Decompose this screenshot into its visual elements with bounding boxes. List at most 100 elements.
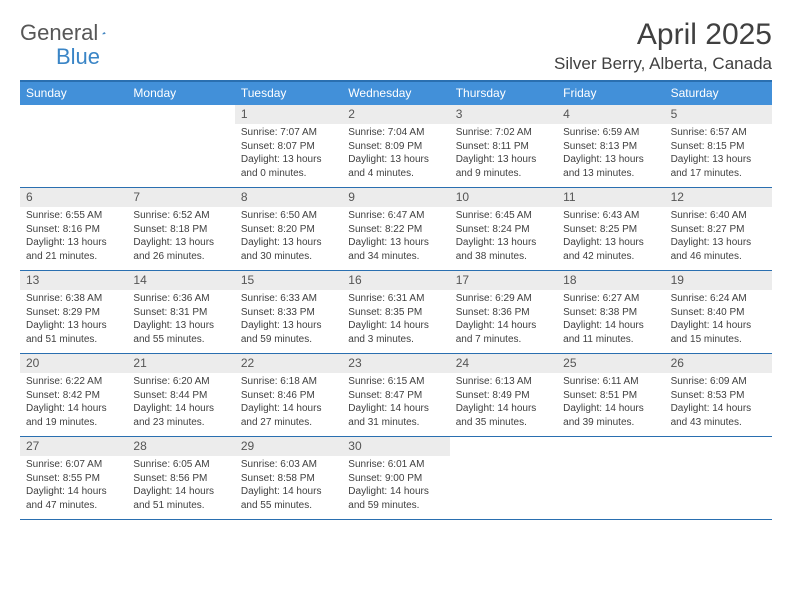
sunset-line: Sunset: 8:33 PM — [241, 306, 336, 320]
sunset-line: Sunset: 8:11 PM — [456, 140, 551, 154]
day-body: Sunrise: 7:02 AMSunset: 8:11 PMDaylight:… — [450, 124, 557, 184]
day-number: 24 — [450, 354, 557, 373]
sunset-line: Sunset: 8:53 PM — [671, 389, 766, 403]
day-cell: 23Sunrise: 6:15 AMSunset: 8:47 PMDayligh… — [342, 354, 449, 436]
daylight-line: Daylight: 13 hours and 30 minutes. — [241, 236, 336, 263]
day-number: 15 — [235, 271, 342, 290]
day-cell: 4Sunrise: 6:59 AMSunset: 8:13 PMDaylight… — [557, 105, 664, 187]
daylight-line: Daylight: 14 hours and 23 minutes. — [133, 402, 228, 429]
day-body: Sunrise: 6:43 AMSunset: 8:25 PMDaylight:… — [557, 207, 664, 267]
sunrise-line: Sunrise: 6:22 AM — [26, 375, 121, 389]
sunset-line: Sunset: 8:35 PM — [348, 306, 443, 320]
sunset-line: Sunset: 9:00 PM — [348, 472, 443, 486]
sunset-line: Sunset: 8:44 PM — [133, 389, 228, 403]
sunset-line: Sunset: 8:46 PM — [241, 389, 336, 403]
day-cell: 20Sunrise: 6:22 AMSunset: 8:42 PMDayligh… — [20, 354, 127, 436]
day-number: 23 — [342, 354, 449, 373]
sunrise-line: Sunrise: 7:07 AM — [241, 126, 336, 140]
sunrise-line: Sunrise: 6:52 AM — [133, 209, 228, 223]
day-cell: 28Sunrise: 6:05 AMSunset: 8:56 PMDayligh… — [127, 437, 234, 519]
day-body: Sunrise: 6:45 AMSunset: 8:24 PMDaylight:… — [450, 207, 557, 267]
day-number: 13 — [20, 271, 127, 290]
daylight-line: Daylight: 13 hours and 17 minutes. — [671, 153, 766, 180]
day-body: Sunrise: 6:52 AMSunset: 8:18 PMDaylight:… — [127, 207, 234, 267]
day-cell: 2Sunrise: 7:04 AMSunset: 8:09 PMDaylight… — [342, 105, 449, 187]
day-number: 17 — [450, 271, 557, 290]
sunrise-line: Sunrise: 6:01 AM — [348, 458, 443, 472]
dow-cell: Monday — [127, 82, 234, 105]
day-number: 29 — [235, 437, 342, 456]
sunset-line: Sunset: 8:36 PM — [456, 306, 551, 320]
header: General April 2025 Silver Berry, Alberta… — [20, 18, 772, 74]
day-cell: 13Sunrise: 6:38 AMSunset: 8:29 PMDayligh… — [20, 271, 127, 353]
daylight-line: Daylight: 13 hours and 21 minutes. — [26, 236, 121, 263]
daylight-line: Daylight: 13 hours and 34 minutes. — [348, 236, 443, 263]
day-body: Sunrise: 6:20 AMSunset: 8:44 PMDaylight:… — [127, 373, 234, 433]
day-number: 26 — [665, 354, 772, 373]
daylight-line: Daylight: 14 hours and 51 minutes. — [133, 485, 228, 512]
day-number: 2 — [342, 105, 449, 124]
day-cell: 16Sunrise: 6:31 AMSunset: 8:35 PMDayligh… — [342, 271, 449, 353]
day-cell: 15Sunrise: 6:33 AMSunset: 8:33 PMDayligh… — [235, 271, 342, 353]
sunrise-line: Sunrise: 6:36 AM — [133, 292, 228, 306]
sunrise-line: Sunrise: 6:05 AM — [133, 458, 228, 472]
day-cell: 30Sunrise: 6:01 AMSunset: 9:00 PMDayligh… — [342, 437, 449, 519]
sunset-line: Sunset: 8:07 PM — [241, 140, 336, 154]
daylight-line: Daylight: 14 hours and 35 minutes. — [456, 402, 551, 429]
day-cell: 7Sunrise: 6:52 AMSunset: 8:18 PMDaylight… — [127, 188, 234, 270]
day-number: 10 — [450, 188, 557, 207]
day-of-week-header: SundayMondayTuesdayWednesdayThursdayFrid… — [20, 82, 772, 105]
day-body: Sunrise: 6:09 AMSunset: 8:53 PMDaylight:… — [665, 373, 772, 433]
dow-cell: Tuesday — [235, 82, 342, 105]
sunset-line: Sunset: 8:31 PM — [133, 306, 228, 320]
day-cell — [557, 437, 664, 519]
daylight-line: Daylight: 13 hours and 59 minutes. — [241, 319, 336, 346]
sunrise-line: Sunrise: 6:27 AM — [563, 292, 658, 306]
day-cell — [665, 437, 772, 519]
sunrise-line: Sunrise: 6:03 AM — [241, 458, 336, 472]
daylight-line: Daylight: 13 hours and 55 minutes. — [133, 319, 228, 346]
day-body: Sunrise: 6:59 AMSunset: 8:13 PMDaylight:… — [557, 124, 664, 184]
day-number: 7 — [127, 188, 234, 207]
day-number: 30 — [342, 437, 449, 456]
daylight-line: Daylight: 14 hours and 47 minutes. — [26, 485, 121, 512]
sunrise-line: Sunrise: 6:29 AM — [456, 292, 551, 306]
daylight-line: Daylight: 13 hours and 4 minutes. — [348, 153, 443, 180]
day-body: Sunrise: 6:50 AMSunset: 8:20 PMDaylight:… — [235, 207, 342, 267]
sunset-line: Sunset: 8:13 PM — [563, 140, 658, 154]
title-block: April 2025 Silver Berry, Alberta, Canada — [554, 18, 772, 74]
day-cell: 19Sunrise: 6:24 AMSunset: 8:40 PMDayligh… — [665, 271, 772, 353]
day-body: Sunrise: 6:24 AMSunset: 8:40 PMDaylight:… — [665, 290, 772, 350]
daylight-line: Daylight: 13 hours and 51 minutes. — [26, 319, 121, 346]
daylight-line: Daylight: 14 hours and 7 minutes. — [456, 319, 551, 346]
day-number: 1 — [235, 105, 342, 124]
sunset-line: Sunset: 8:51 PM — [563, 389, 658, 403]
day-body: Sunrise: 6:11 AMSunset: 8:51 PMDaylight:… — [557, 373, 664, 433]
sunset-line: Sunset: 8:16 PM — [26, 223, 121, 237]
day-body: Sunrise: 7:07 AMSunset: 8:07 PMDaylight:… — [235, 124, 342, 184]
day-body: Sunrise: 6:33 AMSunset: 8:33 PMDaylight:… — [235, 290, 342, 350]
dow-cell: Saturday — [665, 82, 772, 105]
day-cell: 17Sunrise: 6:29 AMSunset: 8:36 PMDayligh… — [450, 271, 557, 353]
day-body: Sunrise: 6:13 AMSunset: 8:49 PMDaylight:… — [450, 373, 557, 433]
daylight-line: Daylight: 13 hours and 0 minutes. — [241, 153, 336, 180]
day-body: Sunrise: 6:55 AMSunset: 8:16 PMDaylight:… — [20, 207, 127, 267]
day-number: 22 — [235, 354, 342, 373]
week-row: 6Sunrise: 6:55 AMSunset: 8:16 PMDaylight… — [20, 188, 772, 271]
sunset-line: Sunset: 8:15 PM — [671, 140, 766, 154]
day-body: Sunrise: 6:38 AMSunset: 8:29 PMDaylight:… — [20, 290, 127, 350]
logo-text-general: General — [20, 20, 98, 46]
logo-text-blue: Blue — [56, 44, 100, 70]
sunrise-line: Sunrise: 6:43 AM — [563, 209, 658, 223]
sunrise-line: Sunrise: 7:02 AM — [456, 126, 551, 140]
sunrise-line: Sunrise: 6:15 AM — [348, 375, 443, 389]
sunrise-line: Sunrise: 6:24 AM — [671, 292, 766, 306]
day-body: Sunrise: 7:04 AMSunset: 8:09 PMDaylight:… — [342, 124, 449, 184]
day-body: Sunrise: 6:36 AMSunset: 8:31 PMDaylight:… — [127, 290, 234, 350]
sunrise-line: Sunrise: 6:47 AM — [348, 209, 443, 223]
sunrise-line: Sunrise: 6:55 AM — [26, 209, 121, 223]
day-cell: 6Sunrise: 6:55 AMSunset: 8:16 PMDaylight… — [20, 188, 127, 270]
day-body: Sunrise: 6:29 AMSunset: 8:36 PMDaylight:… — [450, 290, 557, 350]
dow-cell: Sunday — [20, 82, 127, 105]
day-number: 27 — [20, 437, 127, 456]
